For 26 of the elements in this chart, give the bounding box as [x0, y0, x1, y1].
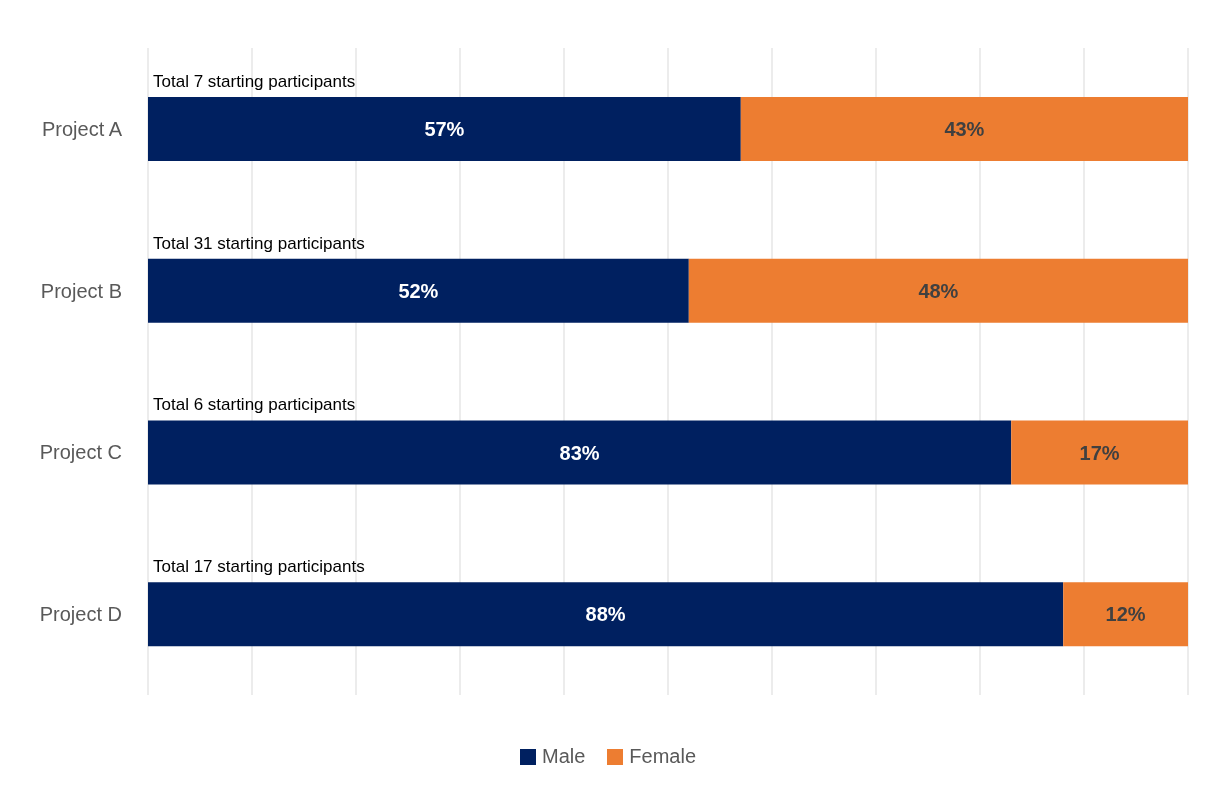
annotation: Total 31 starting participants — [153, 233, 365, 253]
bar — [148, 420, 1012, 485]
data-label: 12% — [1105, 603, 1146, 626]
legend-label: Male — [541, 745, 586, 768]
bar — [148, 97, 741, 161]
y-tick-label: Project C — [39, 441, 122, 464]
bar — [148, 258, 689, 323]
bar — [740, 97, 1188, 161]
data-label: 17% — [1079, 441, 1120, 464]
bar — [1063, 582, 1188, 647]
data-label: 57% — [424, 118, 465, 140]
bar — [688, 258, 1188, 323]
data-label: 83% — [559, 441, 600, 464]
legend-label: Female — [629, 745, 697, 768]
annotation: Total 6 starting participants — [153, 395, 356, 415]
bar — [1011, 420, 1188, 485]
data-label: 43% — [944, 118, 985, 140]
y-tick-label: Project B — [40, 279, 122, 302]
data-label: 88% — [585, 603, 626, 626]
data-label: 52% — [398, 279, 439, 302]
y-tick-label: Project D — [39, 603, 122, 626]
bar — [148, 582, 1064, 647]
y-tick-label: Project A — [41, 117, 123, 140]
annotation: Total 7 starting participants — [153, 71, 356, 91]
annotation: Total 17 starting participants — [153, 557, 365, 577]
data-label: 48% — [918, 279, 959, 302]
